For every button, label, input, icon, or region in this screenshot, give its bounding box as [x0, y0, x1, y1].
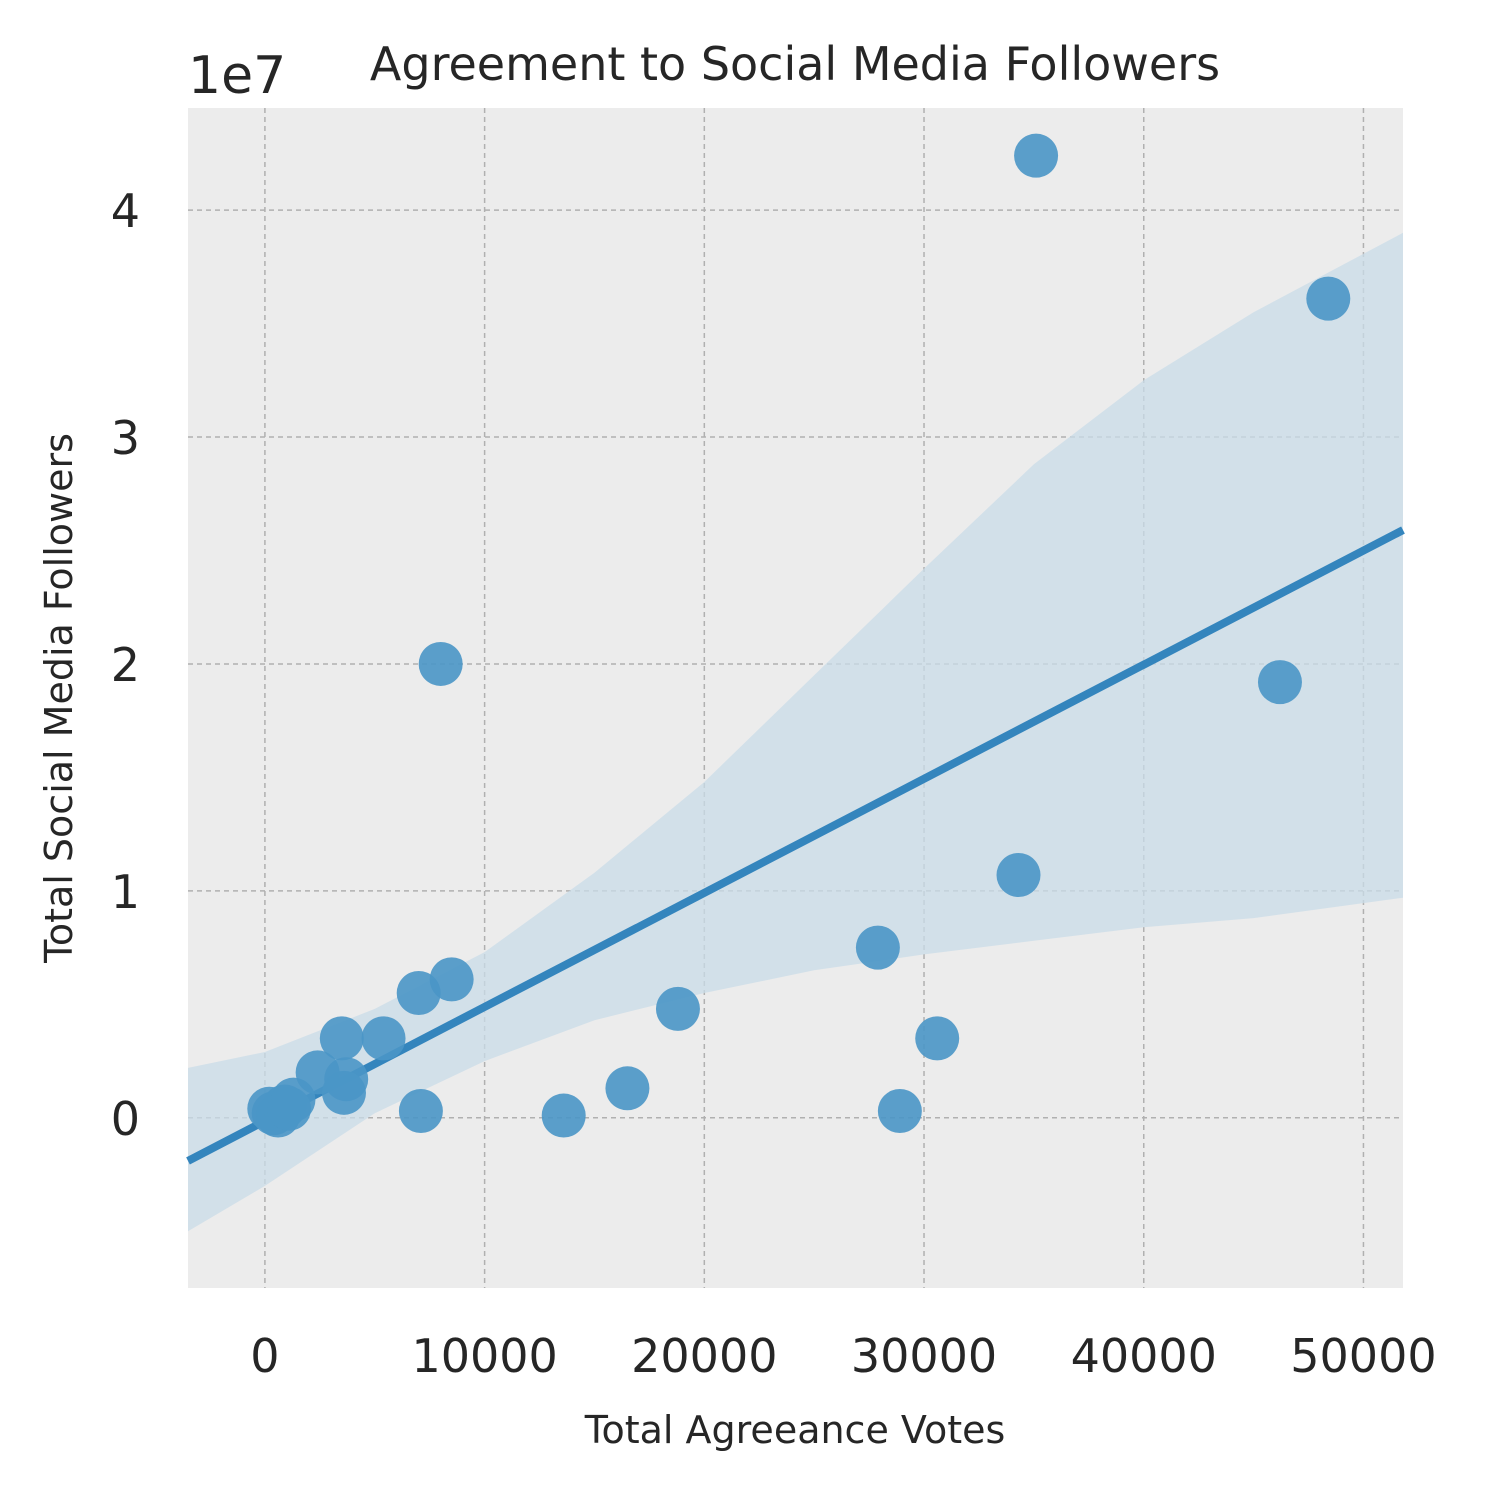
y-tick-label-4: 4 — [111, 184, 140, 238]
scatter-point-16 — [605, 1066, 650, 1111]
y-tick-label-1: 1 — [111, 865, 140, 919]
x-tick-label-0: 0 — [250, 1329, 279, 1383]
scatter-point-10 — [361, 1016, 406, 1061]
scatter-points — [247, 133, 1351, 1138]
x-tick-label-4: 40000 — [1071, 1329, 1217, 1383]
y-axis-title: Total Social Media Followers — [37, 433, 81, 964]
scatter-point-23 — [1257, 660, 1302, 705]
x-tick-label-2: 20000 — [631, 1329, 777, 1383]
confidence-band-layer — [188, 232, 1403, 1232]
scatter-point-19 — [877, 1089, 922, 1133]
chart-title: Agreement to Social Media Followers — [370, 37, 1220, 91]
scatter-point-14 — [429, 957, 474, 1002]
scatter-point-18 — [855, 925, 900, 970]
scatter-point-11 — [396, 971, 441, 1015]
scatter-point-22 — [1014, 133, 1059, 178]
y-tick-labels: 0 1 2 3 4 — [111, 184, 140, 1146]
x-tick-label-5: 50000 — [1290, 1329, 1436, 1383]
y-tick-label-0: 0 — [111, 1092, 140, 1146]
scatter-point-9 — [324, 1057, 369, 1102]
scatter-point-24 — [1306, 276, 1351, 321]
y-tick-label-3: 3 — [111, 411, 140, 465]
y-tick-label-2: 2 — [111, 638, 140, 692]
y-offset-label: 1e7 — [188, 46, 286, 106]
x-tick-labels: 0 10000 20000 30000 40000 50000 — [250, 1329, 1436, 1383]
scatter-point-12 — [398, 1089, 443, 1133]
scatter-point-21 — [996, 853, 1041, 897]
scatter-point-20 — [915, 1016, 960, 1061]
x-tick-label-1: 10000 — [411, 1329, 557, 1383]
scatter-point-13 — [418, 641, 463, 686]
scatter-point-17 — [655, 986, 700, 1031]
confidence-band — [188, 232, 1403, 1232]
x-axis-title: Total Agreeance Votes — [584, 1408, 1006, 1452]
scatter-point-15 — [541, 1093, 586, 1138]
scatter-point-7 — [319, 1016, 364, 1061]
x-tick-label-3: 30000 — [851, 1329, 997, 1383]
